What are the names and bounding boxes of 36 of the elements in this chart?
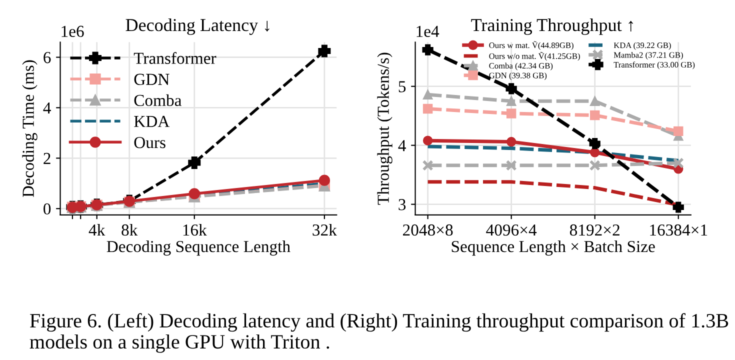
legend-label: GDN: [134, 74, 170, 85]
y-tick-label: 4: [398, 140, 406, 152]
legend-label: Ours: [134, 136, 166, 148]
legend-label: Ours w/o mat. Ṽ(41.25GB): [489, 52, 580, 61]
chart-title: Training Throughput ↑: [471, 18, 633, 35]
y-tick-label: 4: [43, 102, 51, 114]
x-axis-title: Sequence Length × Batch Size: [452, 240, 655, 256]
x-tick-label: 2048×8: [403, 224, 453, 236]
y-tick-label: 0: [44, 203, 51, 215]
legend-label: Mamba2 (37.21 GB): [614, 52, 683, 60]
caption: Figure 6. (Left) Decoding latency and (Right) Training throughput comparison of 1.3B models on a single GPU with Triton .: [30, 313, 728, 353]
x-tick-label: 4096×4: [486, 224, 537, 236]
y-axis-title: Throughput (Tokens/s): [377, 52, 392, 205]
text: 1e6: [62, 26, 84, 38]
x-tick-label: 16384×1: [650, 224, 708, 236]
y-tick-label: 6: [44, 52, 51, 64]
y-tick-label: 2: [44, 152, 50, 164]
legend-label: GDN (39.38 GB): [489, 72, 547, 80]
y-axis-title: Decoding Time (ms): [22, 60, 38, 198]
legend-label: Transformer (33.00 GB): [614, 62, 695, 70]
chart-title: Decoding Latency ↓: [126, 18, 270, 35]
legend-label: Transformer: [134, 52, 216, 64]
legend-label: Comba (42.34 GB): [489, 62, 553, 70]
x-tick-label: 16k: [183, 224, 207, 236]
x-axis-title: Decoding Sequence Length: [106, 240, 290, 256]
legend-label: KDA (39.22 GB): [614, 42, 671, 50]
legend-label: KDA: [134, 116, 170, 127]
legend-label: Comba: [134, 94, 182, 106]
y-tick-label: 5: [398, 81, 406, 92]
text: 1e4: [416, 26, 440, 38]
x-tick-label: 32k: [312, 224, 337, 236]
x-tick-label: 4k: [88, 224, 106, 236]
y-tick-label: 3: [398, 199, 406, 210]
x-tick-label: 8192×2: [570, 224, 620, 236]
legend-label: Ours w mat. Ṽ(44.89GB): [489, 41, 574, 50]
x-tick-label: 8k: [122, 224, 138, 236]
